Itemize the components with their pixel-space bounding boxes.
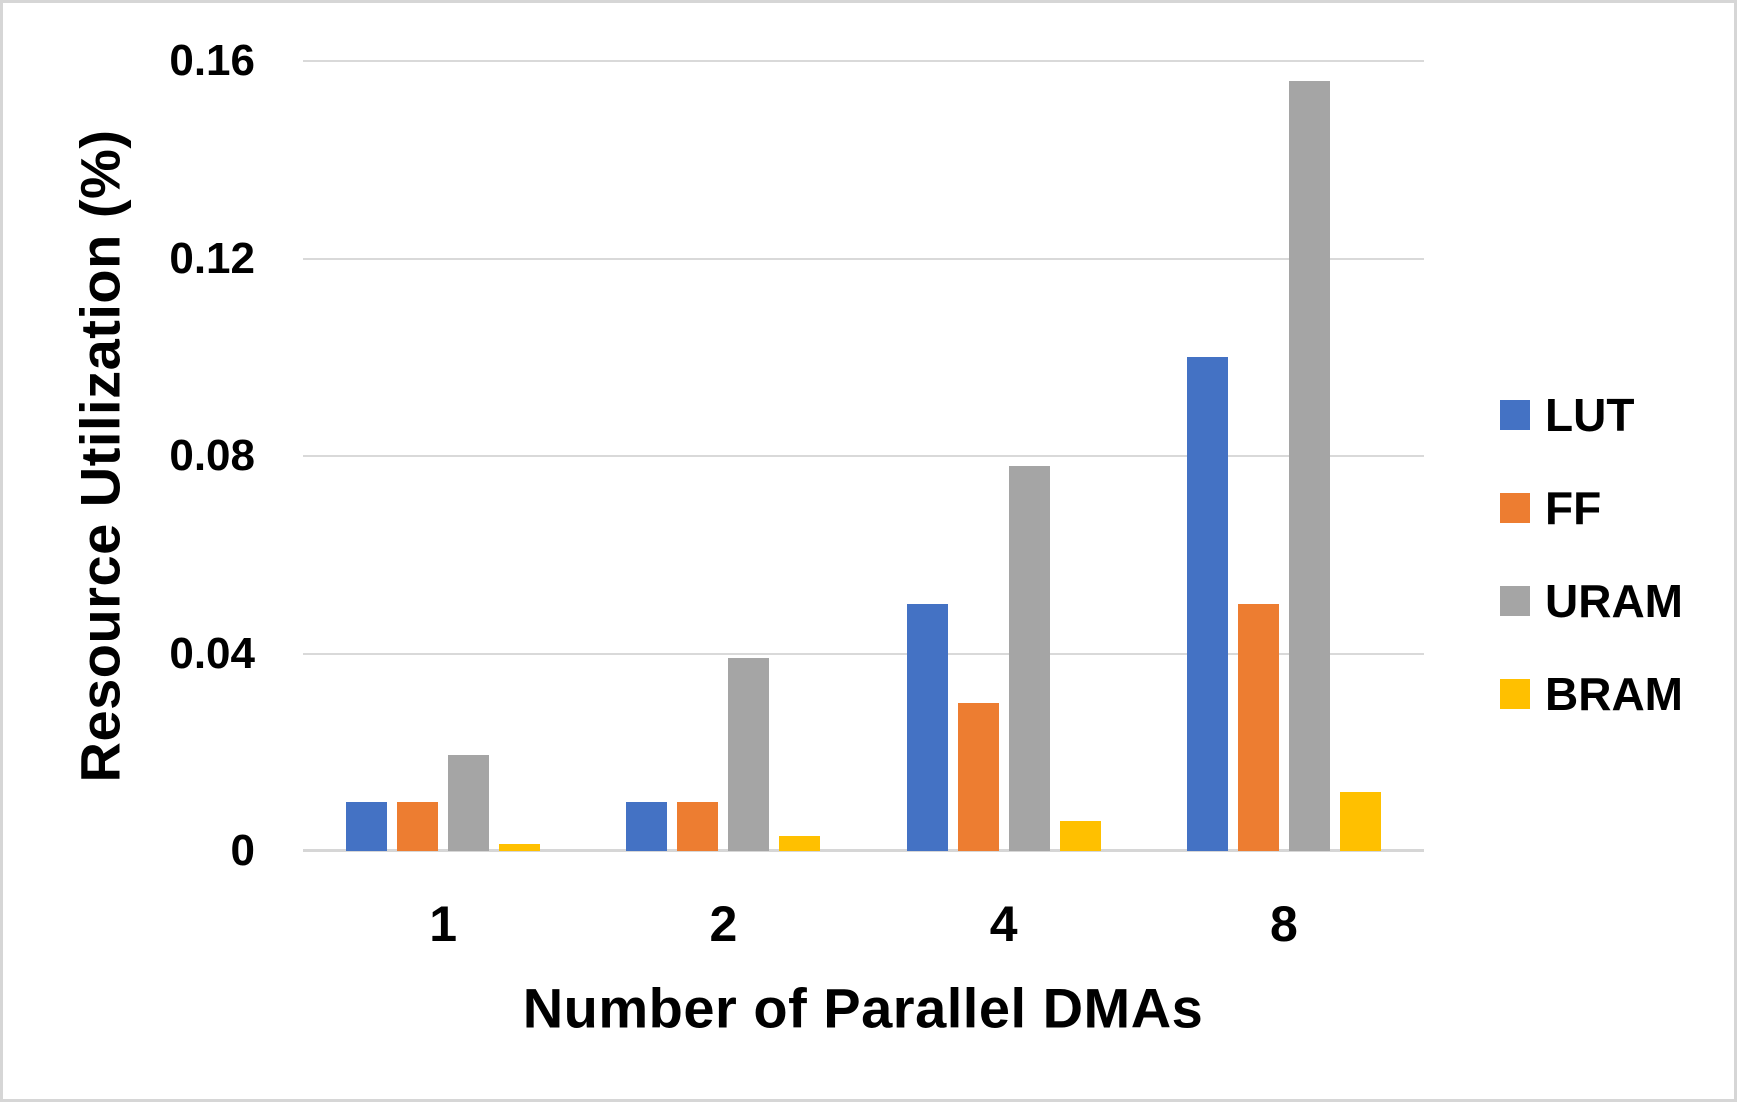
bar-uram-2 (728, 658, 770, 851)
gridline (303, 455, 1424, 457)
y-tick-label: 0.04 (169, 628, 255, 678)
legend-item-lut: LUT (1500, 392, 1683, 438)
bar-uram-4 (1008, 465, 1050, 851)
legend: LUT FF URAM BRAM (1500, 392, 1683, 717)
y-tick-label: 0.08 (169, 431, 255, 480)
x-tick-label: 2 (709, 896, 738, 952)
gridline (303, 257, 1424, 260)
legend-swatch-lut (1500, 400, 1530, 430)
x-tick-label: 4 (989, 896, 1018, 952)
legend-swatch-bram (1500, 679, 1530, 709)
bar-lut-1 (346, 801, 388, 851)
y-tick-label: 0.16 (169, 36, 255, 85)
legend-item-label: FF (1545, 482, 1602, 534)
legend-item-bram: BRAM (1500, 671, 1683, 717)
bar-uram-1 (448, 754, 490, 851)
plot-area: 0 0.04 0.08 0.12 0.16 1 2 4 8 (3, 3, 1734, 1099)
bar-bram-8 (1339, 791, 1381, 851)
legend-item-ff: FF (1500, 485, 1683, 531)
bar-ff-8 (1237, 604, 1279, 851)
legend-item-label: URAM (1545, 575, 1683, 627)
y-tick-label: 0.12 (169, 233, 255, 283)
bar-lut-8 (1186, 357, 1228, 851)
gridline (303, 60, 1424, 62)
bar-uram-8 (1288, 80, 1330, 851)
bar-lut-2 (626, 801, 668, 851)
bar-ff-2 (677, 801, 719, 851)
legend-swatch-uram (1500, 586, 1530, 616)
x-tick-label: 8 (1269, 896, 1298, 952)
bar-lut-4 (906, 604, 948, 851)
bar-bram-2 (779, 836, 821, 851)
x-tick-label: 1 (429, 896, 458, 952)
bar-bram-4 (1059, 821, 1101, 851)
bar-ff-4 (957, 702, 999, 851)
legend-item-label: LUT (1545, 389, 1635, 441)
x-axis-title: Number of Parallel DMAs (522, 976, 1204, 1040)
legend-item-label: BRAM (1545, 668, 1683, 720)
y-tick-label: 0 (230, 826, 255, 875)
bar-bram-1 (499, 843, 541, 851)
legend-swatch-ff (1500, 493, 1530, 523)
legend-item-uram: URAM (1500, 578, 1683, 624)
bar-ff-1 (397, 801, 439, 851)
gridline (303, 652, 1424, 655)
x-axis-line (303, 849, 1424, 852)
